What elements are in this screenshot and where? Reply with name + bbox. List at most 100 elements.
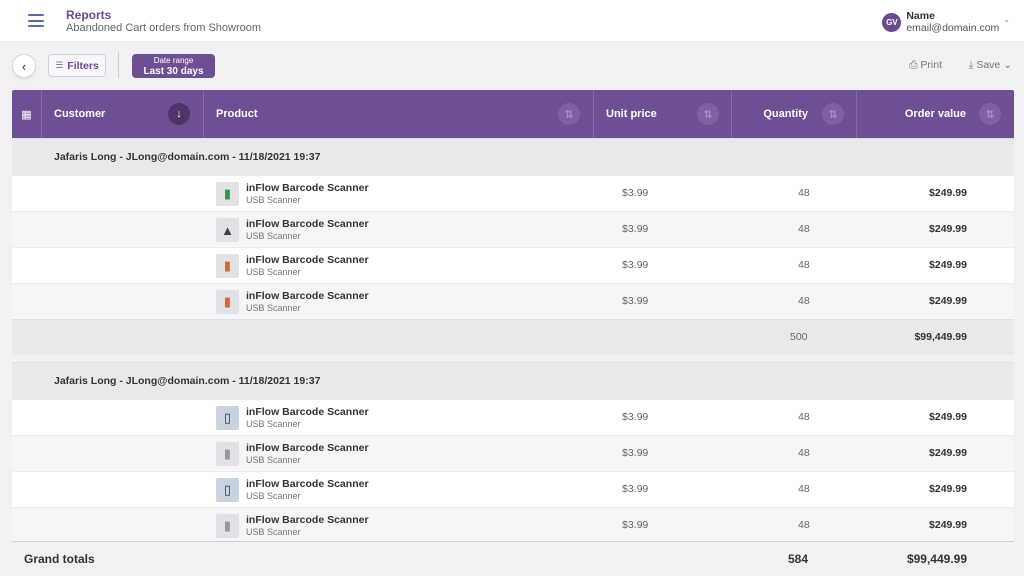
filters-button[interactable]: ☰ Filters — [48, 54, 106, 77]
chevron-left-icon: ‹ — [21, 58, 27, 74]
grand-totals-label: Grand totals — [24, 552, 95, 566]
table-row[interactable]: ▮ inFlow Barcode Scanner USB Scanner $3.… — [12, 507, 1014, 543]
mobile-scanner-icon: ▯ — [216, 406, 239, 430]
page-title: Reports — [66, 8, 112, 22]
column-quantity-label: Quantity — [763, 108, 808, 120]
column-customer[interactable]: Customer ↓ — [42, 90, 204, 138]
column-unit-price[interactable]: Unit price ⇅ — [594, 90, 732, 138]
unit-price: $3.99 — [622, 259, 649, 271]
unit-price: $3.99 — [622, 519, 649, 531]
subtotal-row: 500 $99,449.99 — [12, 319, 1014, 355]
order-value: $249.99 — [929, 447, 967, 459]
green-scanner-icon: ▮ — [216, 182, 239, 206]
user-menu[interactable]: GV Name email@domain.com ⌄ — [882, 9, 1010, 35]
printer-icon: ⎙ — [909, 59, 918, 71]
product-name: inFlow Barcode Scanner — [246, 406, 369, 418]
order-value: $249.99 — [929, 259, 967, 271]
sort-icon[interactable]: ⇅ — [822, 103, 844, 125]
column-order-value-label: Order value — [904, 108, 966, 120]
filters-label: Filters — [67, 59, 99, 72]
table-row[interactable]: ▮ inFlow Barcode Scanner USB Scanner $3.… — [12, 283, 1014, 319]
quantity: 48 — [798, 411, 810, 423]
column-quantity[interactable]: Quantity ⇅ — [732, 90, 857, 138]
grand-totals-quantity: 584 — [788, 552, 809, 566]
quantity: 48 — [798, 223, 810, 235]
column-settings-icon[interactable]: ▦ — [12, 90, 42, 138]
column-customer-label: Customer — [54, 108, 106, 120]
unit-price: $3.99 — [622, 411, 649, 423]
sort-icon[interactable]: ⇅ — [558, 103, 580, 125]
product-subtitle: USB Scanner — [246, 267, 301, 277]
avatar: GV — [882, 12, 902, 32]
column-order-value[interactable]: Order value ⇅ — [857, 90, 1014, 138]
product-subtitle: USB Scanner — [246, 303, 301, 313]
order-value: $249.99 — [929, 483, 967, 495]
quantity: 48 — [798, 519, 810, 531]
product-name: inFlow Barcode Scanner — [246, 478, 369, 490]
customer-group-header: Jafaris Long - JLong@domain.com - 11/18/… — [12, 362, 1014, 399]
orange-scanner-icon: ▮ — [216, 254, 239, 278]
chevron-down-icon: ⌄ — [1003, 59, 1012, 71]
date-range-value: Last 30 days — [143, 66, 204, 77]
order-value: $249.99 — [929, 411, 967, 423]
sort-desc-icon[interactable]: ↓ — [168, 103, 190, 125]
unit-price: $3.99 — [622, 447, 649, 459]
filter-icon: ☰ — [55, 60, 64, 70]
product-name: inFlow Barcode Scanner — [246, 182, 369, 194]
table-row[interactable]: ▮ inFlow Barcode Scanner USB Scanner $3.… — [12, 247, 1014, 283]
back-button[interactable]: ‹ — [12, 54, 36, 78]
product-name: inFlow Barcode Scanner — [246, 218, 369, 230]
product-subtitle: USB Scanner — [246, 527, 301, 537]
group-spacer — [12, 355, 1014, 362]
order-value: $249.99 — [929, 295, 967, 307]
date-range-button[interactable]: Date range Last 30 days — [132, 54, 215, 78]
order-value: $249.99 — [929, 223, 967, 235]
save-button[interactable]: ⤓ Save ⌄ — [969, 59, 1012, 72]
user-email: email@domain.com — [906, 22, 1000, 34]
app-header: Reports Abandoned Cart orders from Showr… — [0, 0, 1024, 42]
toolbar-divider — [118, 52, 119, 78]
mobile-scanner-icon: ▯ — [216, 478, 239, 502]
save-label: Save — [976, 59, 1001, 71]
quantity: 48 — [798, 259, 810, 271]
date-range-label: Date range — [153, 56, 194, 65]
quantity: 48 — [798, 483, 810, 495]
download-icon: ⤓ — [968, 59, 974, 71]
menu-icon[interactable] — [28, 14, 44, 27]
print-label: Print — [920, 59, 942, 71]
toolbar: ‹ ☰ Filters Date range Last 30 days ⎙ Pr… — [0, 42, 1024, 90]
white-scanner-icon: ▮ — [216, 442, 239, 466]
product-name: inFlow Barcode Scanner — [246, 290, 369, 302]
chevron-down-icon: ⌄ — [1003, 14, 1010, 24]
sort-icon[interactable]: ⇅ — [979, 103, 1001, 125]
orders-table: ▦ Customer ↓ Product ⇅ Unit price ⇅ Quan… — [12, 90, 1014, 543]
unit-price: $3.99 — [622, 223, 649, 235]
order-value: $249.99 — [929, 519, 967, 531]
table-row[interactable]: ▮ inFlow Barcode Scanner USB Scanner $3.… — [12, 175, 1014, 211]
table-row[interactable]: ▯ inFlow Barcode Scanner USB Scanner $3.… — [12, 471, 1014, 507]
quantity: 48 — [798, 295, 810, 307]
table-row[interactable]: ▮ inFlow Barcode Scanner USB Scanner $3.… — [12, 435, 1014, 471]
unit-price: $3.99 — [622, 483, 649, 495]
column-product[interactable]: Product ⇅ — [204, 90, 594, 138]
grand-totals-row: Grand totals 584 $99,449.99 — [12, 541, 1014, 576]
quantity: 48 — [798, 447, 810, 459]
product-subtitle: USB Scanner — [246, 195, 301, 205]
quantity: 48 — [798, 187, 810, 199]
product-name: inFlow Barcode Scanner — [246, 254, 369, 266]
table-row[interactable]: ▲ inFlow Barcode Scanner USB Scanner $3.… — [12, 211, 1014, 247]
table-header: ▦ Customer ↓ Product ⇅ Unit price ⇅ Quan… — [12, 90, 1014, 138]
unit-price: $3.99 — [622, 295, 649, 307]
product-subtitle: USB Scanner — [246, 455, 301, 465]
product-name: inFlow Barcode Scanner — [246, 514, 369, 526]
sort-icon[interactable]: ⇅ — [697, 103, 719, 125]
page-subtitle: Abandoned Cart orders from Showroom — [66, 22, 262, 34]
table-row[interactable]: ▯ inFlow Barcode Scanner USB Scanner $3.… — [12, 399, 1014, 435]
stand-scanner-icon: ▲ — [216, 218, 239, 242]
product-name: inFlow Barcode Scanner — [246, 442, 369, 454]
print-button[interactable]: ⎙ Print — [909, 59, 942, 72]
column-product-label: Product — [216, 108, 258, 120]
grand-totals-value: $99,449.99 — [906, 552, 967, 566]
order-value: $249.99 — [929, 187, 967, 199]
unit-price: $3.99 — [622, 187, 649, 199]
